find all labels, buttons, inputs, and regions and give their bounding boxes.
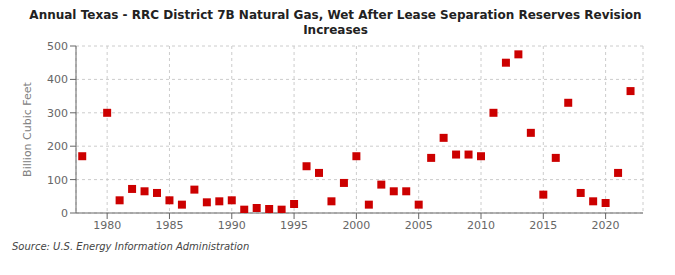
html-text:Annual Texas - RRC District 7B: Annual Texas - RRC District 7B Natural G… [29,8,642,22]
svg-text:Billion Cubic Feet: Billion Cubic Feet [21,81,34,176]
svg-text:2005: 2005 [405,219,433,232]
svg-text:400: 400 [47,73,68,86]
svg-text:2020: 2020 [592,219,620,232]
svg-text:1990: 1990 [218,219,246,232]
svg-text:300: 300 [47,107,68,120]
svg-text:2010: 2010 [467,219,495,232]
svg-text:200: 200 [47,140,68,153]
html-text:Source: U.S. Energy Informatio: Source: U.S. Energy Information Administ… [12,241,250,252]
svg-text:1985: 1985 [155,219,183,232]
svg-text:1995: 1995 [280,219,308,232]
svg-text:2015: 2015 [529,219,557,232]
svg-text:2000: 2000 [342,219,370,232]
svg-text:0: 0 [61,207,68,220]
html-text:Increases: Increases [303,23,368,37]
svg-text:500: 500 [47,40,68,53]
svg-text:100: 100 [47,174,68,187]
svg-text:1980: 1980 [93,219,121,232]
